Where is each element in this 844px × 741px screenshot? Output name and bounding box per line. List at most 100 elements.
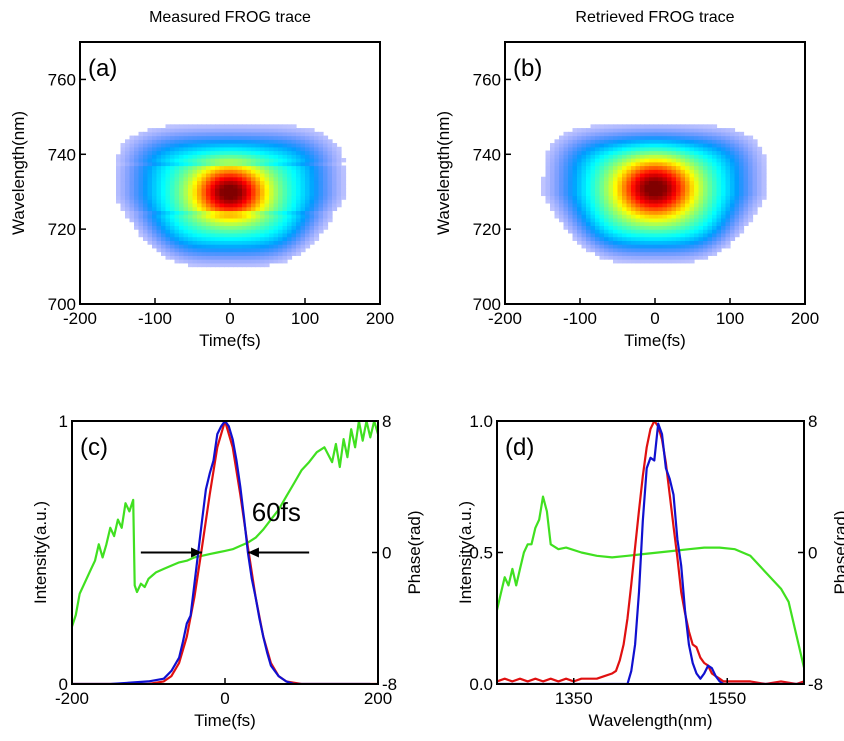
heatmap-cell [201,214,207,219]
heatmap-cell [210,180,216,185]
heatmap-cell [219,195,225,200]
heatmap-cell [595,251,601,256]
panel-label: (d) [505,434,534,461]
heatmap-cell [287,165,293,170]
heatmap-cell [237,165,243,170]
y-axis-label: Intensity(a.u.) [456,501,475,604]
heatmap-cell [721,236,727,241]
heatmap-cell [323,195,329,200]
heatmap-cell [572,165,578,170]
heatmap-cell [653,173,659,178]
heatmap-cell [233,131,239,137]
heatmap-cell [255,154,261,159]
heatmap-cell [269,150,275,155]
heatmap-cell [757,199,763,204]
heatmap-cell [125,202,131,208]
heatmap-cell [550,206,556,212]
heatmap-cell [685,225,691,230]
heatmap-cell [224,214,230,219]
heatmap-cell [332,143,338,148]
heatmap-cell [233,195,239,200]
heatmap-cell [323,158,329,163]
heatmap-cell [255,180,261,185]
heatmap-cell [170,240,176,245]
heatmap-cell [282,232,288,238]
heatmap-cell [653,221,659,226]
heatmap-cell [653,206,659,212]
heatmap-cell [689,135,695,140]
heatmap-cell [617,143,623,148]
x-tick-label: 1550 [708,689,746,708]
heatmap-cell [174,131,180,137]
heatmap-cell [183,187,189,193]
heatmap-cell [676,187,682,193]
heatmap-cell [653,135,659,140]
heatmap-cell [179,217,185,223]
heatmap-cell [278,236,284,241]
heatmap-cell [296,150,302,155]
heatmap-cell [282,202,288,208]
heatmap-cell [604,146,610,152]
heatmap-cell [143,232,149,238]
heatmap-cell [725,195,731,200]
heatmap-cell [604,139,610,144]
heatmap-cell [590,199,596,204]
heatmap-cell [689,244,695,249]
heatmap-cell [152,195,158,200]
heatmap-cell [649,143,655,148]
heatmap-cell [278,210,284,215]
heatmap-cell [622,146,628,152]
heatmap-cell [730,128,736,133]
heatmap-cell [233,236,239,241]
heatmap-cell [631,161,637,167]
heatmap-cell [644,251,650,256]
heatmap-cell [559,158,565,163]
heatmap-cell [309,206,315,212]
heatmap-cell [667,131,673,137]
heatmap-cell [640,154,646,159]
heatmap-cell [300,165,306,170]
x-tick-label: 100 [291,309,319,328]
heatmap-cell [251,251,257,256]
heatmap-cell [716,217,722,223]
heatmap-cell [233,214,239,219]
heatmap-cell [183,180,189,185]
heatmap-cell [748,210,754,215]
heatmap-cell [161,247,167,253]
heatmap-cell [233,232,239,238]
heatmap-cell [653,251,659,256]
heatmap-cell [165,154,171,159]
heatmap-cell [309,221,315,226]
heatmap-cell [689,169,695,174]
heatmap-cell [174,128,180,133]
heatmap-cell [725,210,731,215]
heatmap-cell [635,187,641,193]
heatmap-cell [761,191,767,197]
heatmap-cell [165,124,171,129]
heatmap-cell [595,247,601,253]
heatmap-cell [179,236,185,241]
heatmap-cell [730,173,736,178]
heatmap-cell [314,187,320,193]
heatmap-cell [170,154,176,159]
heatmap-cell [161,225,167,230]
heatmap-cell [739,131,745,137]
heatmap-cell [147,199,153,204]
heatmap-cell [156,191,162,197]
heatmap-cell [269,128,275,133]
heatmap-cell [577,143,583,148]
heatmap-cell [725,236,731,241]
heatmap-cell [125,169,131,174]
heatmap-cell [251,259,257,264]
heatmap-cell [165,236,171,241]
heatmap-cell [327,143,333,148]
heatmap-cell [595,217,601,223]
heatmap-cell [554,184,560,189]
heatmap-cell [179,184,185,189]
heatmap-cell [586,206,592,212]
heatmap-cell [599,131,605,137]
heatmap-cell [631,247,637,253]
heatmap-cell [129,143,135,148]
heatmap-cell [134,217,140,223]
heatmap-cell [613,176,619,182]
